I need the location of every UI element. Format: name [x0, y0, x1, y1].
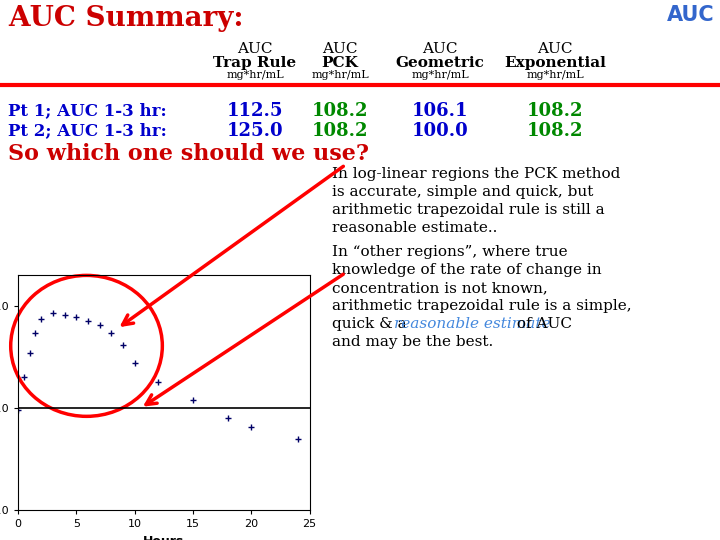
- Text: AUC: AUC: [537, 42, 572, 56]
- Text: mg*hr/mL: mg*hr/mL: [311, 70, 369, 80]
- Text: reasonable estimate: reasonable estimate: [394, 317, 551, 331]
- Text: arithmetic trapezoidal rule is a simple,: arithmetic trapezoidal rule is a simple,: [332, 299, 631, 313]
- Text: quick & a: quick & a: [332, 317, 412, 331]
- Text: Pt 1; AUC 1-3 hr:: Pt 1; AUC 1-3 hr:: [8, 102, 166, 119]
- X-axis label: Hours: Hours: [143, 535, 184, 540]
- Text: and may be the best.: and may be the best.: [332, 335, 493, 349]
- Text: Exponential: Exponential: [504, 56, 606, 70]
- Text: PCK: PCK: [322, 56, 359, 70]
- Text: AUC: AUC: [422, 42, 458, 56]
- Text: mg*hr/mL: mg*hr/mL: [411, 70, 469, 80]
- Text: 100.0: 100.0: [412, 122, 469, 140]
- Text: AUC: AUC: [667, 5, 715, 25]
- Text: 108.2: 108.2: [527, 102, 583, 120]
- Text: AUC: AUC: [323, 42, 358, 56]
- Text: 125.0: 125.0: [227, 122, 283, 140]
- Text: Pt 2; AUC 1-3 hr:: Pt 2; AUC 1-3 hr:: [8, 122, 167, 139]
- Text: reasonable estimate..: reasonable estimate..: [332, 221, 498, 235]
- Text: 108.2: 108.2: [312, 102, 368, 120]
- Text: of AUC: of AUC: [512, 317, 572, 331]
- Text: Geometric: Geometric: [395, 56, 485, 70]
- Text: In “other regions”, where true: In “other regions”, where true: [332, 245, 567, 259]
- Text: In log-linear regions the PCK method: In log-linear regions the PCK method: [332, 167, 621, 181]
- Text: knowledge of the rate of change in: knowledge of the rate of change in: [332, 263, 602, 277]
- Text: So which one should we use?: So which one should we use?: [8, 143, 369, 165]
- Text: 108.2: 108.2: [527, 122, 583, 140]
- Text: 112.5: 112.5: [227, 102, 283, 120]
- Text: mg*hr/mL: mg*hr/mL: [526, 70, 584, 80]
- Text: 106.1: 106.1: [412, 102, 468, 120]
- Text: is accurate, simple and quick, but: is accurate, simple and quick, but: [332, 185, 593, 199]
- Text: 108.2: 108.2: [312, 122, 368, 140]
- Text: concentration is not known,: concentration is not known,: [332, 281, 548, 295]
- Text: arithmetic trapezoidal rule is still a: arithmetic trapezoidal rule is still a: [332, 203, 605, 217]
- Text: AUC: AUC: [238, 42, 273, 56]
- Text: AUC Summary:: AUC Summary:: [8, 5, 243, 32]
- Text: mg*hr/mL: mg*hr/mL: [226, 70, 284, 80]
- Text: Trap Rule: Trap Rule: [213, 56, 297, 70]
